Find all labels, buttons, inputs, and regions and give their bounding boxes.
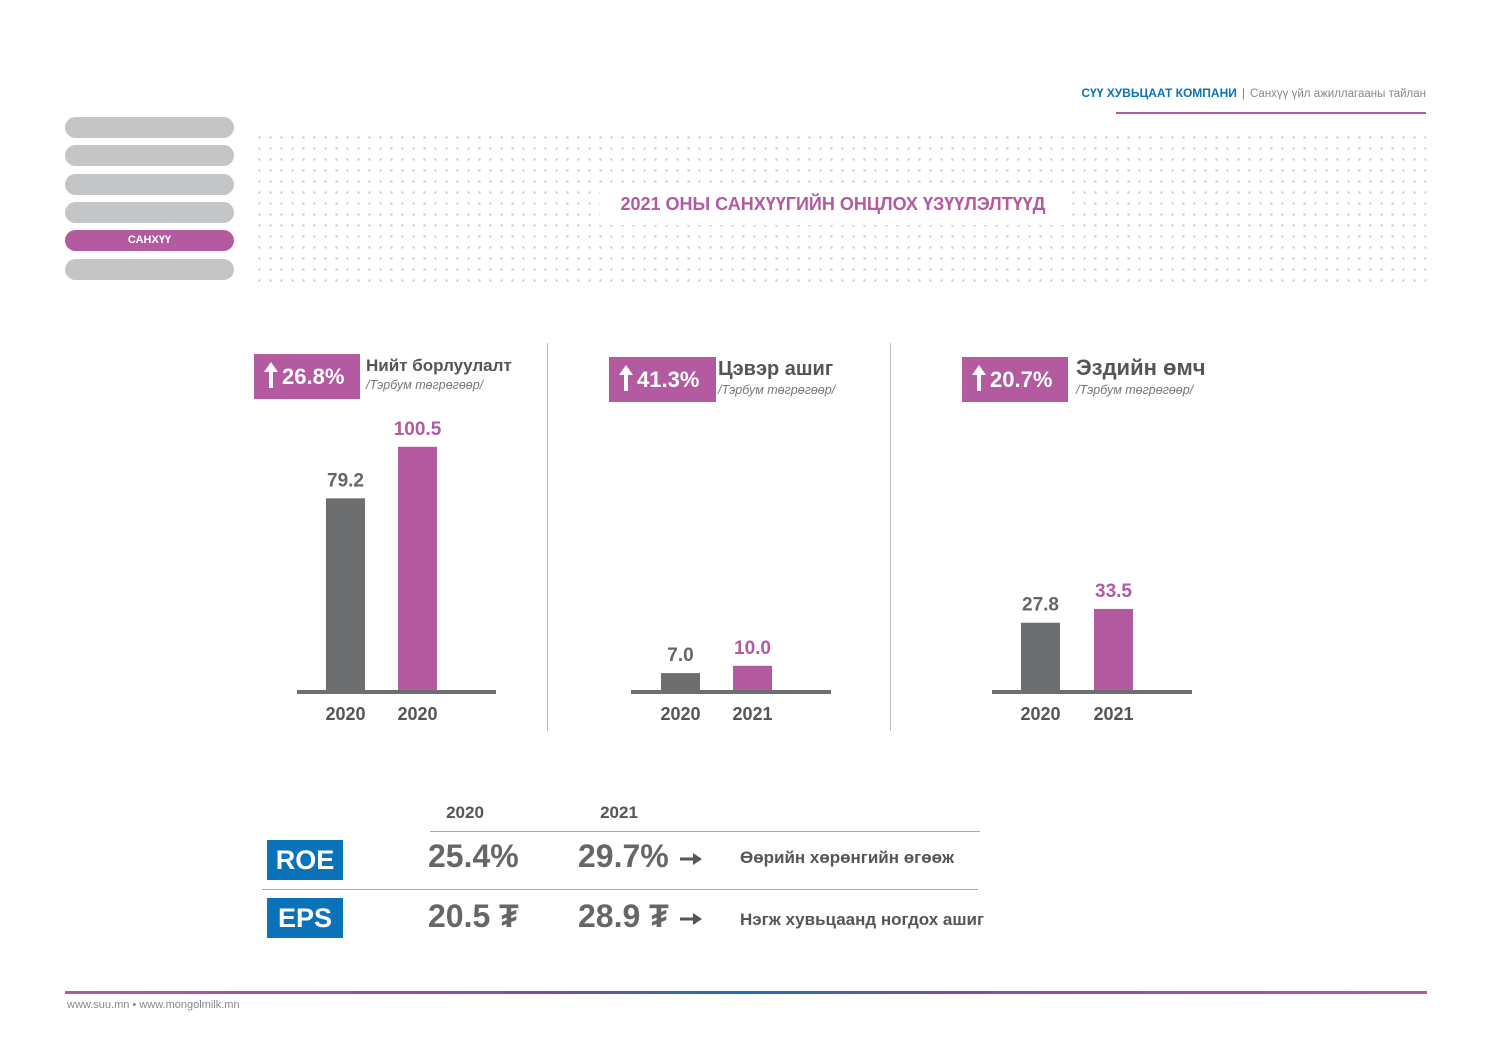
panel-unit-equity: /Тэрбум төгрөгөөр/ [1076, 383, 1194, 397]
sidebar-item-finance[interactable]: САНХҮҮ [65, 230, 234, 251]
footer-urls: www.suu.mn • www.mongolmilk.mn [67, 999, 240, 1011]
panel-label-equity: Эздийн өмч [1076, 355, 1206, 380]
bar-2021 [1094, 608, 1133, 690]
eps-2020-value: 20.5 ₮ [428, 898, 519, 934]
eps-description: Нэгж хувьцаанд ногдох ашиг [740, 910, 985, 929]
arrow-right-icon [680, 913, 702, 925]
arrow-up-icon [972, 365, 986, 391]
change-badge-equity: 20.7% [962, 357, 1068, 402]
roe-tag: ROE [267, 840, 343, 880]
eps-tag: EPS [267, 898, 343, 938]
header-underline [1116, 112, 1426, 114]
page-title: 2021 ОНЫ САНХҮҮГИЙН ОНЦЛОХ ҮЗҮҮЛЭЛТҮҮД [620, 194, 1046, 214]
bar-2020 [661, 673, 700, 690]
category-label: 2020 [325, 704, 365, 724]
report-header: СҮҮ ХУВЬЦААТ КОМПАНИ | Санхүү үйл ажиллага… [1060, 86, 1426, 114]
bar-value-label: 7.0 [667, 645, 693, 666]
title-background [600, 183, 1066, 225]
sidebar-item-3[interactable] [65, 174, 234, 195]
header-separator: | [1241, 86, 1245, 100]
ratio-header-rule [430, 831, 980, 832]
arrow-up-icon [264, 362, 278, 388]
category-label: 2021 [1093, 704, 1133, 724]
bar-value-label: 79.2 [327, 470, 364, 491]
bar-value-label: 100.5 [394, 419, 442, 440]
panel-unit-profit: /Тэрбум төгрөгөөр/ [718, 383, 836, 397]
bar-value-label: 27.8 [1022, 595, 1059, 616]
change-value: 26.8% [282, 364, 345, 389]
roe-description: Өөрийн хөрөнгийн өгөөж [740, 848, 955, 867]
bar-2020 [326, 498, 365, 690]
sidebar-item-2[interactable] [65, 145, 234, 166]
arrow-up-icon [619, 365, 633, 391]
panel-unit-sales: /Тэрбум төгрөгөөр/ [366, 378, 484, 392]
chart-axis [631, 690, 831, 694]
sidebar-item-6[interactable] [65, 259, 234, 280]
bar-2020 [1021, 622, 1060, 690]
ratio-year-2020: 2020 [446, 803, 484, 822]
change-badge-sales: 26.8% [254, 354, 360, 399]
bar-value-label: 33.5 [1095, 581, 1132, 602]
chart-axis [992, 690, 1192, 694]
roe-2020-value: 25.4% [428, 838, 519, 874]
change-value: 20.7% [990, 367, 1053, 392]
category-label: 2020 [660, 704, 700, 724]
panel-divider-2 [890, 343, 891, 731]
arrow-right-icon [680, 853, 702, 865]
panel-label-sales: Нийт борлуулалт [366, 356, 512, 375]
change-value: 41.3% [637, 367, 700, 392]
category-label: 2021 [732, 704, 772, 724]
report-name: Санхүү үйл ажиллагааны тайлан [1250, 88, 1426, 100]
change-badge-profit: 41.3% [609, 357, 716, 402]
ratio-row-rule [262, 889, 978, 890]
panel-label-profit: Цэвэр ашиг [718, 358, 834, 380]
bar-value-label: 10.0 [734, 638, 771, 659]
sidebar-item-4[interactable] [65, 202, 234, 223]
sidebar-item-1[interactable] [65, 117, 234, 138]
footer-line [65, 991, 1427, 994]
company-name: СҮҮ ХУВЬЦААТ КОМПАНИ [1081, 86, 1237, 100]
chart-axis [297, 690, 496, 694]
ratio-year-2021: 2021 [600, 803, 638, 822]
panel-divider-1 [547, 343, 548, 731]
roe-2021-value: 29.7% [578, 838, 669, 874]
bar-2021 [733, 665, 772, 690]
category-label: 2020 [1020, 704, 1060, 724]
eps-2021-value: 28.9 ₮ [578, 898, 669, 934]
category-label: 2020 [397, 704, 437, 724]
bar-2020 [398, 446, 437, 690]
